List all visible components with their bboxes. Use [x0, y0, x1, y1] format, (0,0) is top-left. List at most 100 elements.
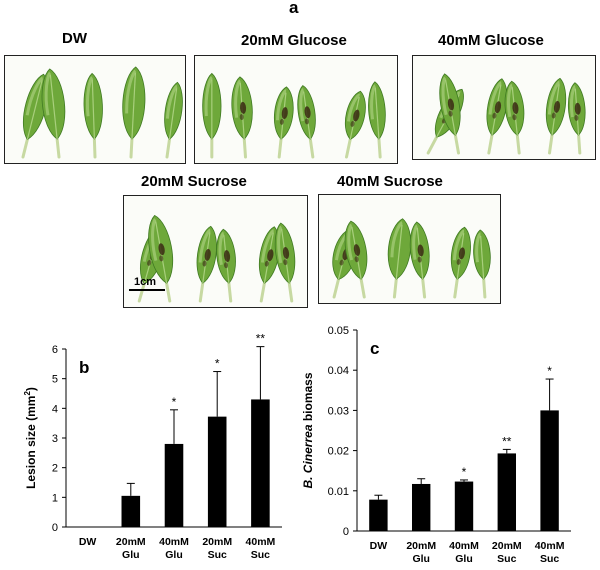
leaf-lesion — [417, 256, 422, 263]
chart-b: b 0 1 2 3 4 5 6 Lesion size (mm2) DW 20mM Glu * 40mM G… — [0, 318, 300, 565]
photo-dw — [4, 55, 186, 164]
y-tick-label: 3 — [52, 433, 58, 445]
bar — [251, 399, 270, 527]
significance-mark: * — [215, 357, 220, 371]
leaf-highlight — [452, 229, 465, 261]
photo-20mm-glucose — [194, 55, 398, 164]
leaf-highlight — [234, 79, 242, 118]
bar — [369, 499, 388, 531]
leaf — [368, 81, 386, 159]
leaf — [21, 73, 48, 159]
x-tick-label: DW — [79, 536, 97, 548]
x-tick-label: Suc — [540, 553, 559, 565]
leaf — [83, 72, 103, 159]
leaf — [274, 86, 294, 159]
leaf-lesion — [283, 259, 288, 266]
leaf-lesion — [456, 258, 461, 265]
bar — [207, 416, 227, 527]
significance-mark: * — [172, 395, 177, 409]
leaf-midrib — [395, 224, 403, 280]
leaf-lesion — [264, 260, 269, 267]
leaf-highlight — [488, 81, 503, 115]
label-40mm-glucose: 40mM Glucose — [438, 32, 544, 49]
leaf-lesion — [159, 255, 164, 262]
scale-bar-label: 1cm — [134, 276, 157, 288]
bar — [454, 481, 474, 531]
y-tick-label: 0.03 — [328, 405, 349, 417]
x-tick-label: 20mM — [116, 536, 146, 548]
y-axis-label: B. Cinerrea biomass — [301, 372, 315, 488]
x-tick-label: Glu — [412, 553, 430, 565]
leaf-lesion — [339, 259, 344, 266]
leaf-lesion — [350, 120, 355, 127]
label-dw: DW — [62, 30, 87, 47]
x-tick-label: Glu — [455, 553, 473, 565]
x-tick-label: Suc — [208, 549, 227, 561]
x-tick-label: 40mM — [159, 536, 189, 548]
leaf-highlight — [277, 225, 283, 264]
leaf-lesion — [574, 114, 579, 121]
leaf-lesion — [281, 107, 288, 120]
leaf-highlight — [569, 85, 577, 118]
leaf — [409, 221, 430, 299]
leaf-highlight — [441, 76, 448, 116]
significance-mark: ** — [256, 332, 266, 346]
chart-c: c 0 0.01 0.02 0.03 0.04 0.05 B. Cinerrea biomas… — [300, 318, 600, 565]
leaf-midrib — [480, 235, 485, 280]
leaf-lesion — [279, 118, 284, 125]
leaf-highlight — [275, 89, 287, 121]
leaf-highlight — [506, 83, 514, 118]
leaf-midrib — [131, 72, 137, 140]
significance-mark: * — [547, 364, 552, 378]
leaf — [196, 225, 217, 303]
bar — [497, 453, 517, 531]
leaf — [486, 78, 508, 155]
leaf — [473, 229, 491, 299]
leaf-lesion — [574, 102, 581, 115]
y-tick-label: 0.05 — [328, 325, 349, 337]
leaf-lesion — [458, 247, 465, 260]
leaf-lesion — [282, 247, 290, 259]
leaf — [202, 72, 222, 159]
leaf-lesion — [354, 256, 359, 263]
leaf-lesion — [202, 260, 207, 267]
leaf — [231, 76, 253, 159]
leaf-highlight — [204, 76, 213, 117]
leaf-highlight — [475, 232, 482, 263]
x-tick-label: 20mM — [492, 540, 522, 552]
y-tick-label: 2 — [52, 463, 58, 475]
leaf-lesion — [353, 109, 360, 122]
leaf-lesion — [448, 110, 453, 117]
photo-40mm-glucose — [412, 55, 596, 160]
leaf — [258, 226, 280, 303]
y-axis-label: Lesion size (mm2) — [23, 387, 38, 489]
leaf-lesion — [223, 262, 228, 269]
photo-20mm-sucrose — [123, 195, 308, 308]
leaf — [216, 228, 236, 303]
leaf-lesion — [553, 100, 561, 113]
leaf-lesion — [239, 114, 244, 121]
leaf-lesion — [417, 244, 424, 257]
y-tick-label: 1 — [52, 492, 58, 504]
leaf — [568, 82, 586, 155]
bar — [164, 443, 184, 527]
bar — [411, 483, 431, 531]
x-tick-label: Glu — [122, 549, 140, 561]
panel-letter: b — [79, 358, 89, 377]
leaf-highlight — [218, 231, 225, 266]
x-tick-label: 40mM — [449, 540, 479, 552]
leaf — [274, 222, 296, 303]
leaf-highlight — [165, 84, 178, 119]
leaf — [345, 90, 366, 159]
x-tick-label: 40mM — [535, 540, 565, 552]
x-tick-label: Suc — [497, 553, 516, 565]
leaf-midrib — [91, 79, 95, 140]
leaf-highlight — [370, 84, 377, 120]
bar — [540, 410, 559, 531]
label-20mm-glucose: 20mM Glucose — [241, 32, 347, 49]
leaf-highlight — [125, 69, 137, 114]
y-tick-label: 4 — [52, 403, 58, 415]
y-tick-label: 0.01 — [328, 486, 349, 498]
leaf-midrib — [168, 88, 178, 140]
x-tick-label: Glu — [165, 549, 183, 561]
